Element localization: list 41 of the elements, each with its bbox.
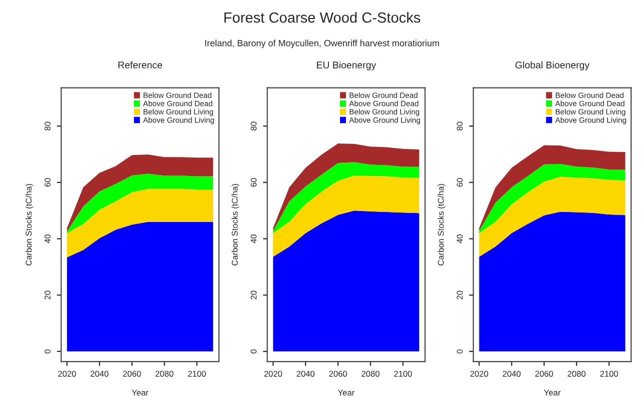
y-tick-label: 60 bbox=[250, 178, 257, 187]
y-tick-label: 0 bbox=[250, 349, 257, 354]
chart-title: Reference bbox=[118, 61, 162, 68]
x-tick-label: 2080 bbox=[156, 370, 174, 377]
x-tick-label: 2080 bbox=[568, 370, 586, 377]
x-tick-label: 2060 bbox=[329, 370, 347, 377]
y-tick-label: 60 bbox=[456, 178, 463, 187]
y-tick-label: 20 bbox=[44, 290, 51, 300]
text: Ireland, Barony of Moycullen, Owenriff harvest moratiorium bbox=[205, 40, 439, 48]
y-tick-label: 80 bbox=[44, 122, 51, 130]
y-axis-title: Carbon Stocks (tC/ha) bbox=[232, 184, 240, 266]
x-axis-title: Year bbox=[132, 390, 148, 396]
y-axis-title: Carbon Stocks (tC/ha) bbox=[26, 184, 34, 266]
x-tick-label: 2100 bbox=[188, 370, 206, 377]
y-tick-label: 40 bbox=[456, 234, 463, 244]
y-tick-label: 80 bbox=[250, 122, 257, 130]
y-tick-label: 0 bbox=[456, 349, 463, 354]
x-axis-title: Year bbox=[544, 390, 561, 396]
y-tick-label: 40 bbox=[250, 234, 257, 244]
x-axis-title: Year bbox=[338, 390, 354, 396]
x-tick-label: 2060 bbox=[123, 370, 141, 377]
y-tick-label: 0 bbox=[44, 349, 51, 354]
text: Forest Coarse Wood C-Stocks bbox=[224, 12, 420, 23]
x-tick-label: 2080 bbox=[362, 370, 380, 377]
x-tick-label: 2020 bbox=[58, 370, 76, 377]
x-tick-label: 2040 bbox=[296, 370, 315, 377]
x-tick-label: 2040 bbox=[90, 370, 108, 377]
x-tick-label: 2060 bbox=[535, 370, 554, 377]
chart-title: EU Bioenergy bbox=[316, 61, 376, 70]
y-tick-label: 20 bbox=[456, 290, 463, 300]
x-tick-label: 2100 bbox=[394, 370, 412, 377]
chart-title: Global Bioenergy bbox=[515, 61, 590, 70]
x-tick-label: 2100 bbox=[600, 370, 618, 377]
x-tick-label: 2020 bbox=[470, 370, 488, 377]
x-tick-label: 2040 bbox=[502, 370, 521, 377]
y-tick-label: 20 bbox=[250, 290, 257, 300]
y-tick-label: 60 bbox=[44, 178, 51, 187]
y-axis-title: Carbon Stocks (tC/ha) bbox=[438, 184, 446, 266]
y-tick-label: 80 bbox=[456, 122, 463, 130]
x-tick-label: 2020 bbox=[264, 370, 282, 377]
y-tick-label: 40 bbox=[44, 234, 51, 244]
